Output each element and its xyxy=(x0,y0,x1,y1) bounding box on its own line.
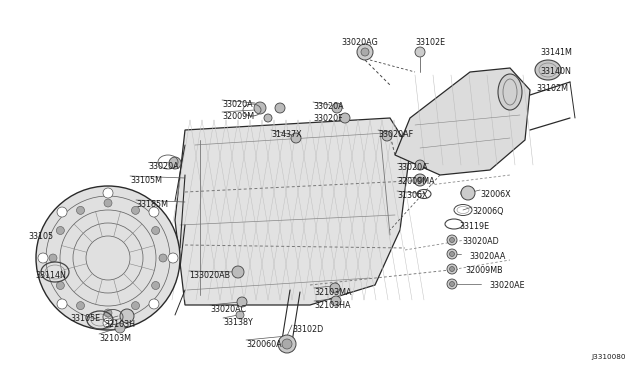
Text: J3310080: J3310080 xyxy=(591,354,625,360)
Circle shape xyxy=(159,254,167,262)
Circle shape xyxy=(131,206,140,214)
Circle shape xyxy=(332,103,342,113)
Circle shape xyxy=(115,323,125,333)
Circle shape xyxy=(275,103,285,113)
Text: 32103MA: 32103MA xyxy=(314,288,351,297)
Circle shape xyxy=(449,266,454,272)
Text: 33141M: 33141M xyxy=(540,48,572,57)
Circle shape xyxy=(36,186,180,330)
Circle shape xyxy=(449,251,454,257)
Circle shape xyxy=(330,283,340,293)
Polygon shape xyxy=(395,68,530,175)
Text: 33140N: 33140N xyxy=(540,67,571,76)
Text: 32006Q: 32006Q xyxy=(472,207,504,216)
Text: 32009MB: 32009MB xyxy=(465,266,502,275)
Circle shape xyxy=(254,102,266,114)
Text: 33102E: 33102E xyxy=(415,38,445,47)
Circle shape xyxy=(152,282,159,289)
Circle shape xyxy=(49,254,57,262)
Circle shape xyxy=(120,309,134,323)
Circle shape xyxy=(57,299,67,309)
Text: 31437X: 31437X xyxy=(271,130,301,139)
Circle shape xyxy=(361,48,369,56)
Text: 33020AD: 33020AD xyxy=(462,237,499,246)
Circle shape xyxy=(77,302,84,310)
Text: 33020AF: 33020AF xyxy=(378,130,413,139)
Circle shape xyxy=(264,114,272,122)
Circle shape xyxy=(103,188,113,198)
Ellipse shape xyxy=(498,74,522,110)
Circle shape xyxy=(56,282,65,289)
Text: 33020F: 33020F xyxy=(313,114,342,123)
Text: 32103HA: 32103HA xyxy=(314,301,351,310)
Text: 320060A: 320060A xyxy=(246,340,282,349)
Circle shape xyxy=(38,253,48,263)
Circle shape xyxy=(282,339,292,349)
Circle shape xyxy=(340,113,350,123)
Circle shape xyxy=(278,335,296,353)
Text: 33020AE: 33020AE xyxy=(489,281,525,290)
Circle shape xyxy=(152,227,159,234)
Text: 32103M: 32103M xyxy=(99,334,131,343)
Text: 33020AG: 33020AG xyxy=(341,38,378,47)
Text: 133020AB: 133020AB xyxy=(189,271,230,280)
Circle shape xyxy=(447,235,457,245)
Text: 32103H: 32103H xyxy=(104,320,135,329)
Circle shape xyxy=(291,133,301,143)
Circle shape xyxy=(103,318,113,328)
Circle shape xyxy=(447,249,457,259)
Circle shape xyxy=(168,253,178,263)
Circle shape xyxy=(331,296,341,306)
Circle shape xyxy=(461,186,475,200)
Text: 33020A: 33020A xyxy=(148,162,179,171)
Circle shape xyxy=(149,299,159,309)
Circle shape xyxy=(237,297,247,307)
Circle shape xyxy=(447,264,457,274)
Polygon shape xyxy=(175,118,410,305)
Circle shape xyxy=(415,47,425,57)
Text: 33102D: 33102D xyxy=(292,325,323,334)
Text: 33102M: 33102M xyxy=(536,84,568,93)
Ellipse shape xyxy=(535,60,561,80)
Text: 33185M: 33185M xyxy=(136,200,168,209)
Text: 32009M: 32009M xyxy=(222,112,254,121)
Text: 33114N: 33114N xyxy=(35,271,66,280)
Circle shape xyxy=(169,157,181,169)
Circle shape xyxy=(56,227,65,234)
Text: 33138Y: 33138Y xyxy=(223,318,253,327)
Circle shape xyxy=(57,207,67,217)
Text: 31306X: 31306X xyxy=(397,191,428,200)
Circle shape xyxy=(417,177,423,183)
Circle shape xyxy=(415,160,425,170)
Text: 33105: 33105 xyxy=(28,232,53,241)
Text: 33020A: 33020A xyxy=(397,163,428,172)
Text: 33105M: 33105M xyxy=(130,176,162,185)
Circle shape xyxy=(104,309,112,317)
Circle shape xyxy=(382,131,392,141)
Text: 33119E: 33119E xyxy=(459,222,489,231)
Text: 33020AA: 33020AA xyxy=(469,252,506,261)
Circle shape xyxy=(414,174,426,186)
Circle shape xyxy=(131,302,140,310)
Circle shape xyxy=(232,266,244,278)
Circle shape xyxy=(449,282,454,286)
Circle shape xyxy=(149,207,159,217)
Text: 33020AC: 33020AC xyxy=(210,305,246,314)
Text: 32006X: 32006X xyxy=(480,190,511,199)
Circle shape xyxy=(104,199,112,207)
Circle shape xyxy=(236,311,244,319)
Text: 33020A: 33020A xyxy=(222,100,253,109)
Circle shape xyxy=(449,237,454,243)
Text: 32009MA: 32009MA xyxy=(397,177,435,186)
Circle shape xyxy=(357,44,373,60)
Circle shape xyxy=(447,279,457,289)
Text: 33020A: 33020A xyxy=(313,102,344,111)
Text: 33105E: 33105E xyxy=(70,314,100,323)
Circle shape xyxy=(77,206,84,214)
